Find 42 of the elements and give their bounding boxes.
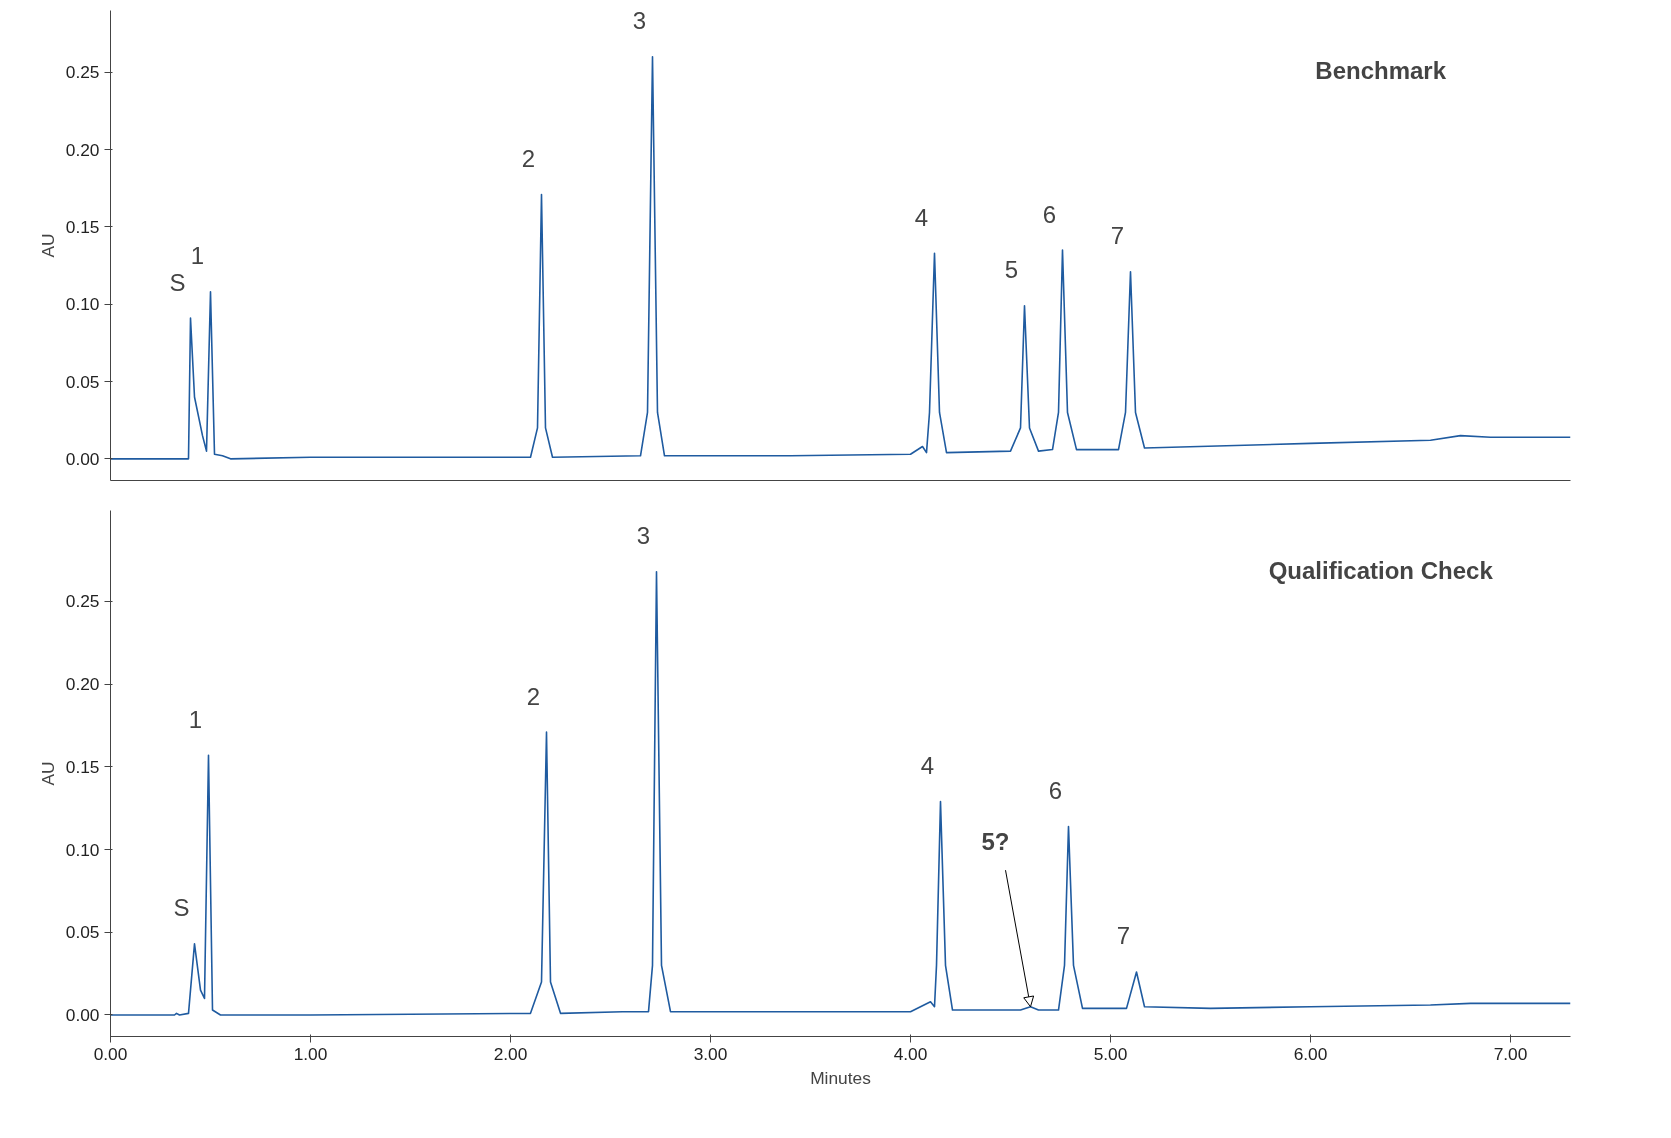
line-series (110, 56, 1571, 460)
y-tick-label: 0.00 (65, 448, 100, 469)
x-tick-label: 1.00 (293, 1043, 328, 1064)
y-tick-label: 0.15 (65, 216, 100, 237)
annotation: S (173, 894, 190, 922)
y-axis-title: AU (37, 761, 58, 786)
annotation: 2 (521, 144, 536, 172)
y-tick-label: 0.10 (65, 839, 100, 860)
annotation: 7 (1110, 222, 1125, 250)
annotation: 4 (914, 203, 929, 231)
y-tick-label: 0.00 (65, 1005, 100, 1025)
annotation: 5 (1004, 256, 1019, 284)
annotation: S (169, 268, 186, 296)
y-tick-label: 0.15 (65, 756, 100, 777)
x-tick-label: 4.00 (893, 1043, 928, 1064)
annotation: 7 (1116, 922, 1131, 950)
annotation: 5? (981, 828, 1010, 856)
y-axis-title: AU (37, 233, 58, 258)
annotation: 1 (188, 705, 203, 733)
annotation: 1 (190, 242, 205, 270)
x-tick-label: 3.00 (693, 1043, 728, 1064)
x-axis-title: Minutes (810, 1067, 872, 1088)
annotation: 4 (920, 752, 935, 780)
y-tick-label: 0.10 (65, 294, 100, 315)
annotation: 3 (636, 522, 651, 550)
annotation: 6 (1042, 200, 1057, 228)
text: Benchmark (1315, 57, 1447, 84)
annotation: 2 (526, 682, 541, 710)
annotation: 6 (1048, 776, 1063, 804)
x-tick-label: 7.00 (1493, 1043, 1528, 1064)
x-tick-label: 5.00 (1093, 1043, 1128, 1064)
text: Qualification Check (1268, 557, 1494, 584)
y-tick-label: 0.25 (65, 591, 100, 612)
y-tick-label: 0.05 (65, 922, 100, 943)
annotation: 3 (632, 7, 647, 35)
y-tick-label: 0.20 (65, 674, 100, 695)
x-tick-label: 2.00 (493, 1043, 528, 1064)
y-tick-label: 0.20 (65, 139, 100, 160)
x-tick-label: 0.00 (93, 1043, 128, 1064)
y-tick-label: 0.25 (65, 62, 100, 83)
y-tick-label: 0.05 (65, 371, 100, 392)
x-tick-label: 6.00 (1293, 1043, 1328, 1064)
